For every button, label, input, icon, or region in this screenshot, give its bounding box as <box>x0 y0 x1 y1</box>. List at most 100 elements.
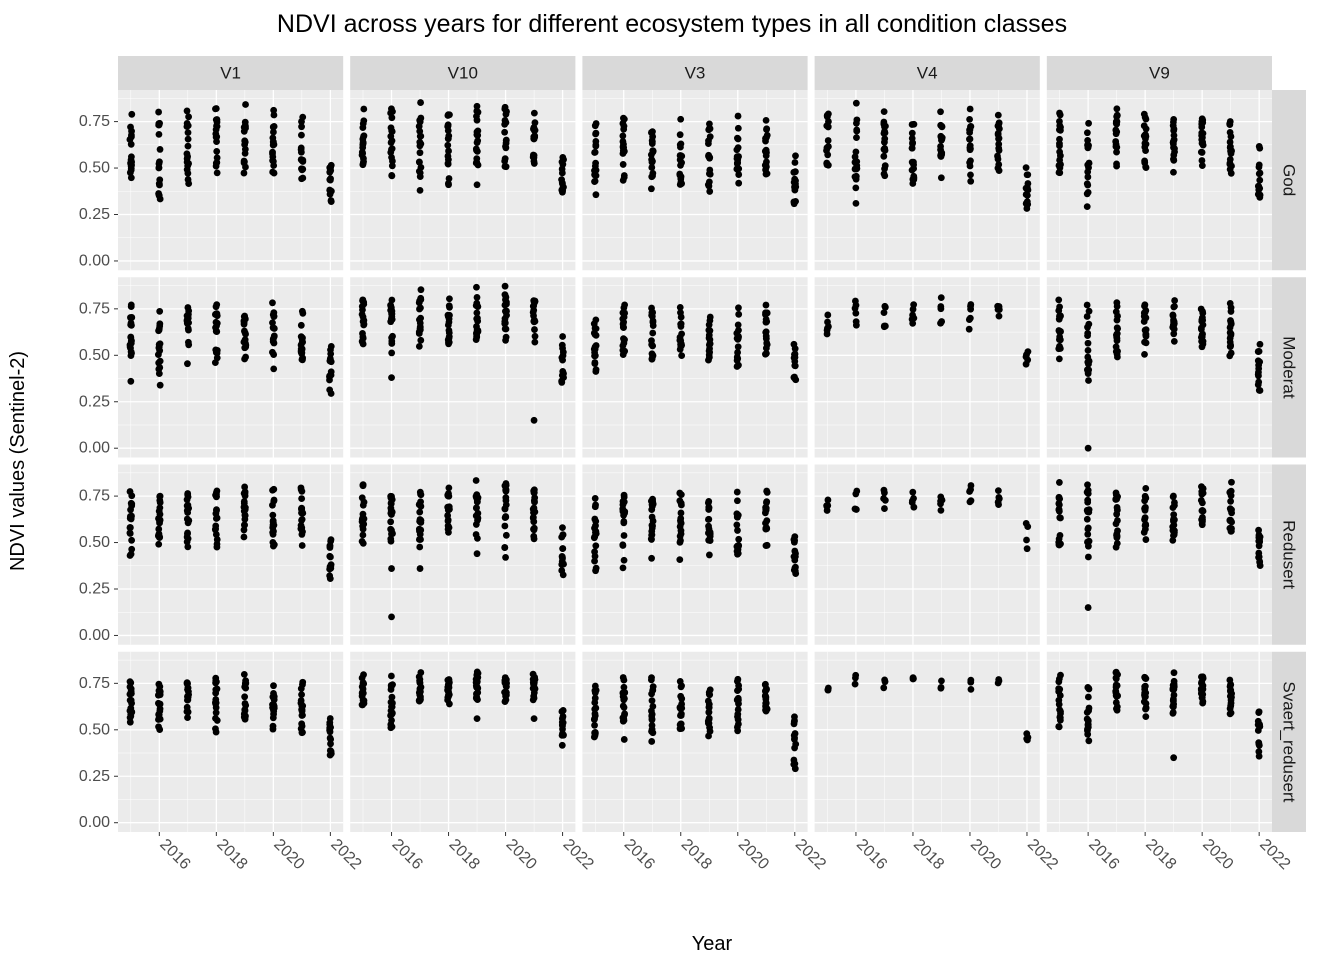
data-point <box>1228 147 1235 154</box>
data-point <box>1057 152 1064 159</box>
data-point <box>270 336 277 343</box>
data-point <box>157 196 164 203</box>
data-point <box>1141 339 1148 346</box>
data-point-outlier <box>1170 754 1177 761</box>
data-point <box>938 677 945 684</box>
data-point <box>531 497 538 504</box>
data-point <box>1084 162 1091 169</box>
data-point <box>1056 303 1063 310</box>
data-point <box>444 697 451 704</box>
data-point <box>299 114 306 121</box>
data-point <box>212 725 219 732</box>
data-point <box>298 486 305 493</box>
row-strip-label: God <box>1280 164 1299 196</box>
data-point <box>852 298 859 305</box>
data-point <box>1056 514 1063 521</box>
data-point <box>1198 121 1205 128</box>
data-point <box>764 489 771 496</box>
data-point <box>792 730 799 737</box>
data-point <box>299 346 306 353</box>
data-point <box>677 678 684 685</box>
data-point <box>128 141 135 148</box>
data-point <box>184 166 191 173</box>
data-point <box>531 110 538 117</box>
data-point <box>184 304 191 311</box>
data-point <box>994 303 1001 310</box>
data-point <box>156 122 163 129</box>
data-point <box>531 339 538 346</box>
data-point <box>620 542 627 549</box>
data-point <box>1023 205 1030 212</box>
data-point <box>995 487 1002 494</box>
data-point <box>735 165 742 172</box>
data-point <box>824 327 831 334</box>
data-point <box>853 134 860 141</box>
data-point <box>1256 532 1263 539</box>
data-point <box>648 674 655 681</box>
data-point <box>127 678 134 685</box>
data-point <box>706 552 713 559</box>
data-point <box>791 760 798 767</box>
data-point <box>1085 347 1092 354</box>
data-point <box>241 706 248 713</box>
data-point <box>212 346 219 353</box>
data-point <box>1023 537 1030 544</box>
data-point <box>560 707 567 714</box>
data-point <box>706 691 713 698</box>
data-point <box>473 679 480 686</box>
data-point <box>127 697 134 704</box>
data-point <box>128 688 135 695</box>
data-point <box>1142 689 1149 696</box>
data-point <box>735 113 742 120</box>
data-point <box>156 347 163 354</box>
x-tick-label: 2022 <box>1256 836 1293 873</box>
data-point <box>825 137 832 144</box>
data-point <box>791 200 798 207</box>
data-point <box>360 160 367 167</box>
data-point <box>185 339 192 346</box>
data-point <box>184 108 191 115</box>
data-point <box>734 153 741 160</box>
data-point <box>502 144 509 151</box>
data-point <box>445 492 452 499</box>
data-point <box>677 131 684 138</box>
data-point <box>1199 341 1206 348</box>
data-point <box>417 536 424 543</box>
data-point <box>881 487 888 494</box>
data-point <box>389 108 396 115</box>
data-point <box>127 124 134 131</box>
data-point <box>269 524 276 531</box>
data-point <box>271 325 278 332</box>
data-point <box>1024 184 1031 191</box>
data-point <box>909 135 916 142</box>
data-point <box>1113 105 1120 112</box>
y-tick-label: 0.75 <box>79 675 110 692</box>
data-point <box>1057 313 1064 320</box>
data-point <box>156 726 163 733</box>
data-point <box>648 337 655 344</box>
data-point <box>1143 116 1150 123</box>
data-point <box>593 172 600 179</box>
data-point <box>327 575 334 582</box>
data-point <box>852 505 859 512</box>
data-point <box>502 513 509 520</box>
data-point <box>502 698 509 705</box>
data-point <box>503 137 510 144</box>
data-point <box>882 147 889 154</box>
data-point <box>620 519 627 526</box>
data-point-outlier <box>1085 604 1092 611</box>
data-point <box>881 128 888 135</box>
x-tick-label: 2016 <box>156 836 193 873</box>
data-point <box>620 703 627 710</box>
y-tick-label: 0.00 <box>79 440 110 457</box>
data-point <box>650 683 657 690</box>
data-point <box>764 542 771 549</box>
data-point <box>648 708 655 715</box>
panel <box>582 652 807 832</box>
data-point <box>735 696 742 703</box>
data-point <box>242 680 249 687</box>
data-point <box>620 674 627 681</box>
data-point <box>416 343 423 350</box>
data-point <box>880 684 887 691</box>
data-point <box>1227 317 1234 324</box>
